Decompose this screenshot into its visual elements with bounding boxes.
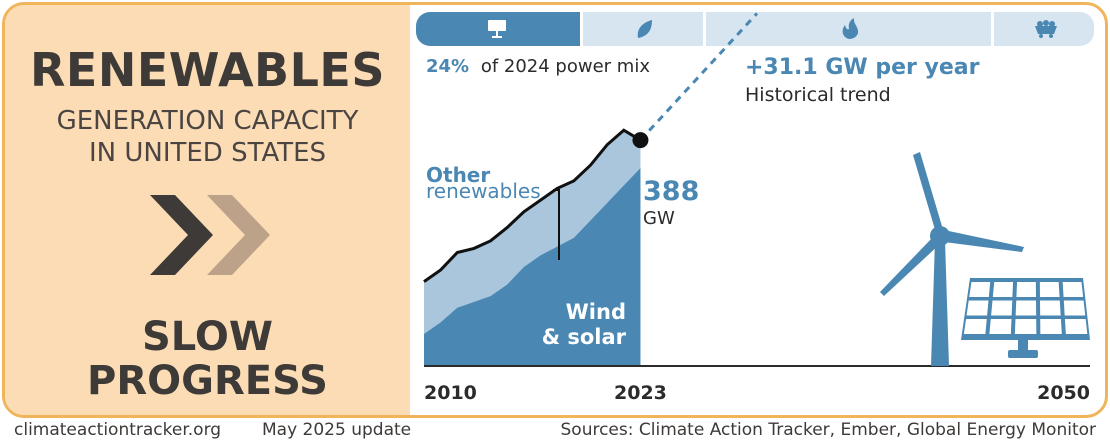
panel-title: RENEWABLES bbox=[30, 43, 385, 97]
tab-coal[interactable] bbox=[994, 12, 1094, 46]
wind-solar-area bbox=[424, 168, 641, 366]
power-mix-share: 24% of 2024 power mix bbox=[426, 56, 650, 77]
sector-tab-bar bbox=[416, 12, 1094, 46]
solar-cell bbox=[969, 282, 991, 297]
solar-cell bbox=[1062, 282, 1084, 297]
footer-sources: Sources: Climate Action Tracker, Ember, … bbox=[560, 420, 1097, 440]
tab-solar[interactable] bbox=[416, 12, 580, 46]
other-renewables-leader bbox=[553, 189, 560, 260]
x-axis-ticks: 2010 2023 2050 bbox=[424, 382, 1090, 404]
solar-panel-icon bbox=[488, 20, 506, 38]
wind-solar-label-2: & solar bbox=[542, 325, 627, 349]
x-tick-label: 2010 bbox=[424, 382, 477, 404]
solar-cell bbox=[1063, 300, 1086, 316]
total-capacity-line bbox=[423, 128, 642, 283]
current-value: 388 bbox=[643, 176, 699, 207]
left-panel: RENEWABLES GENERATION CAPACITY IN UNITED… bbox=[5, 5, 410, 415]
current-value-dot bbox=[632, 132, 649, 149]
status-line-2: PROGRESS bbox=[87, 358, 328, 404]
progress-status: SLOW PROGRESS bbox=[5, 315, 410, 403]
other-renewables-label-2: renewables bbox=[426, 179, 541, 203]
trend-projection-line bbox=[639, 12, 759, 142]
solar-cell bbox=[1040, 319, 1062, 334]
solar-panel-illustration bbox=[961, 278, 1090, 358]
solar-cell bbox=[1040, 300, 1061, 316]
x-tick-label: 2023 bbox=[614, 382, 667, 404]
solar-cell bbox=[1039, 282, 1060, 297]
chart-areas bbox=[424, 130, 641, 366]
solar-cell bbox=[1064, 319, 1088, 334]
wind-solar-label-1: Wind bbox=[566, 300, 626, 324]
double-chevron-icon bbox=[150, 195, 270, 275]
footer-site[interactable]: climateactiontracker.org bbox=[14, 420, 222, 440]
trend-rate: +31.1 GW per year bbox=[745, 55, 980, 80]
capacity-chart: Other renewables Wind & solar 388 GW 24%… bbox=[423, 12, 1090, 404]
trend-label: Historical trend bbox=[745, 84, 891, 106]
flame-icon bbox=[842, 18, 859, 39]
solar-panel-grid bbox=[963, 282, 1088, 334]
solar-cell bbox=[963, 319, 987, 334]
solar-cell bbox=[1014, 319, 1037, 334]
solar-cell bbox=[989, 319, 1012, 334]
infographic-frame: RENEWABLES GENERATION CAPACITY IN UNITED… bbox=[2, 2, 1108, 418]
tab-gas[interactable] bbox=[706, 12, 991, 46]
solar-cell bbox=[1015, 300, 1037, 316]
solar-cell bbox=[1016, 282, 1036, 297]
tab-hydro-bio[interactable] bbox=[583, 12, 703, 46]
x-tick-label: 2050 bbox=[1037, 382, 1090, 404]
solar-cell bbox=[992, 282, 1014, 297]
subtitle-line-1: GENERATION CAPACITY bbox=[56, 106, 359, 136]
solar-cell bbox=[966, 300, 989, 316]
solar-cell bbox=[991, 300, 1013, 316]
share-value: 24% bbox=[426, 56, 469, 77]
leaf-icon bbox=[637, 20, 652, 38]
wind-turbine-icon bbox=[880, 152, 1024, 366]
share-text: of 2024 power mix bbox=[481, 56, 650, 77]
coal-cart-icon bbox=[1035, 20, 1057, 38]
current-unit: GW bbox=[643, 208, 675, 229]
status-line-1: SLOW bbox=[142, 314, 273, 360]
footer-date: May 2025 update bbox=[262, 420, 412, 440]
subtitle-line-2: IN UNITED STATES bbox=[88, 138, 327, 168]
panel-subtitle: GENERATION CAPACITY IN UNITED STATES bbox=[5, 105, 410, 169]
other-renewables-label-1: Other bbox=[426, 163, 490, 187]
